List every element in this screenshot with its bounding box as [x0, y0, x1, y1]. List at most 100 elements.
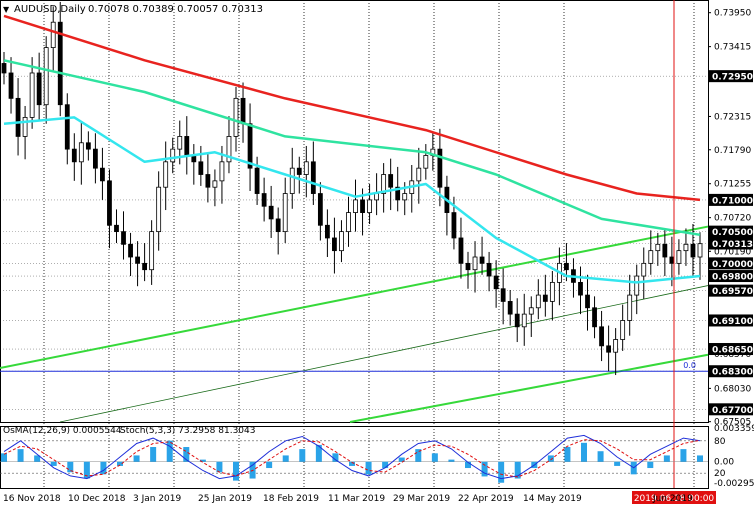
candle-body — [402, 193, 408, 201]
osma-bar — [697, 455, 703, 462]
date-marker-badge — [632, 491, 716, 504]
candle-body — [1, 63, 7, 74]
candle-body — [472, 256, 478, 271]
candle-body — [149, 231, 155, 271]
candle-body — [15, 97, 21, 137]
osma-bar — [448, 459, 455, 462]
price-tick-label: 0.67505 — [714, 418, 751, 428]
candle-body — [620, 320, 626, 340]
price-tick-label: 0.71255 — [714, 180, 751, 190]
candle-body — [205, 174, 211, 188]
stoch-label: Stoch(5,3,3) 73.2958 81.3043 — [120, 426, 255, 436]
candle-body — [493, 275, 499, 290]
osma-bar — [365, 461, 372, 475]
osma-bar — [117, 461, 123, 466]
osma-bar — [597, 451, 604, 462]
candle-body — [542, 294, 548, 302]
price-badge-label: 0.69100 — [712, 317, 753, 327]
candle-body — [324, 224, 330, 239]
candle-body — [627, 294, 633, 321]
candle-body — [289, 167, 295, 194]
candle-body — [395, 186, 401, 201]
price-badge — [709, 70, 753, 83]
candle-body — [367, 199, 372, 213]
price-tick-label: 0.73415 — [714, 43, 751, 53]
osma-bar — [564, 447, 571, 462]
price-badge — [709, 365, 753, 378]
date-tick-label: 10 Dec 2018 — [68, 494, 126, 504]
trend-line-mid — [59, 285, 709, 423]
osma-bar — [547, 455, 554, 462]
price-badge-label: 0.70500 — [712, 228, 753, 238]
osma-bar — [83, 461, 90, 479]
candle-body — [423, 155, 429, 169]
candle-body — [500, 288, 506, 302]
candle-body — [78, 142, 84, 163]
osma-bar — [663, 455, 670, 462]
osma-bar — [431, 453, 438, 462]
osma-bar — [465, 461, 471, 469]
candle-body — [549, 281, 555, 302]
candle-body — [507, 301, 513, 315]
price-badge — [709, 284, 753, 297]
osma-bar — [481, 461, 488, 477]
date-tick-label: 14 May 2019 — [523, 494, 582, 504]
date-tick-label: 22 Apr 2019 — [458, 494, 514, 504]
candle-body — [339, 231, 344, 252]
osma-bar — [498, 461, 505, 483]
candle-body — [528, 307, 534, 315]
osma-bar — [133, 455, 140, 462]
level-line-label: 0.0 — [683, 361, 696, 370]
candle-body — [275, 218, 281, 233]
oscillator-tick-label: 0.0033594 — [714, 424, 754, 434]
price-axis: 0.73950 0.73415 0.72315 0.71790 0.71255 0.707… — [708, 9, 753, 428]
candle-body — [261, 193, 267, 207]
osma-bar — [514, 461, 521, 479]
candle-body — [465, 262, 471, 271]
price-badge-label: 0.70000 — [712, 260, 753, 270]
price-badge-label: 0.71000 — [712, 196, 753, 206]
symbol-label: AUDUSD,Daily — [14, 4, 86, 15]
candle-body — [486, 262, 492, 277]
candle-body — [592, 307, 597, 328]
candle-body — [479, 256, 485, 264]
date-tick-label: 29 Mar 2019 — [393, 494, 450, 504]
osma-bar — [266, 461, 273, 469]
candle-body — [353, 199, 358, 213]
candle-body — [184, 136, 190, 156]
moving-average-lines — [3, 14, 701, 284]
price-tick-label: 0.70720 — [714, 214, 751, 224]
candle-body — [634, 275, 640, 296]
candle-body — [662, 243, 668, 258]
osma-bar — [349, 461, 355, 466]
moving-average-line — [3, 14, 701, 202]
candle-body — [92, 148, 98, 169]
date-tick-label: 11 Mar 2019 — [328, 494, 385, 504]
osma-bar — [315, 444, 322, 462]
price-tick-label: 0.68030 — [714, 384, 751, 394]
candle-body — [416, 167, 422, 182]
candle-body — [310, 161, 316, 194]
candle-body — [107, 180, 112, 226]
candle-body — [85, 142, 91, 150]
price-tick-label: 0.71790 — [714, 146, 751, 156]
osma-bar — [415, 449, 422, 462]
candle-body — [317, 193, 323, 226]
candle-body — [8, 72, 14, 99]
candle-body — [198, 161, 204, 175]
candle-body — [613, 339, 619, 353]
candle-body — [381, 174, 387, 194]
osma-bar — [680, 449, 687, 462]
candle-body — [64, 104, 70, 150]
osma-bar — [382, 461, 389, 469]
stoch-main-line — [3, 434, 701, 480]
candle-body — [50, 21, 56, 48]
candle-body — [135, 256, 140, 264]
price-tick-label: 0.72315 — [714, 112, 751, 122]
price-badge-label: 0.70313 — [712, 240, 753, 250]
candle-body — [669, 256, 675, 264]
moving-average-line — [3, 59, 701, 237]
candle-body — [535, 294, 541, 309]
osma-bar — [34, 455, 41, 462]
